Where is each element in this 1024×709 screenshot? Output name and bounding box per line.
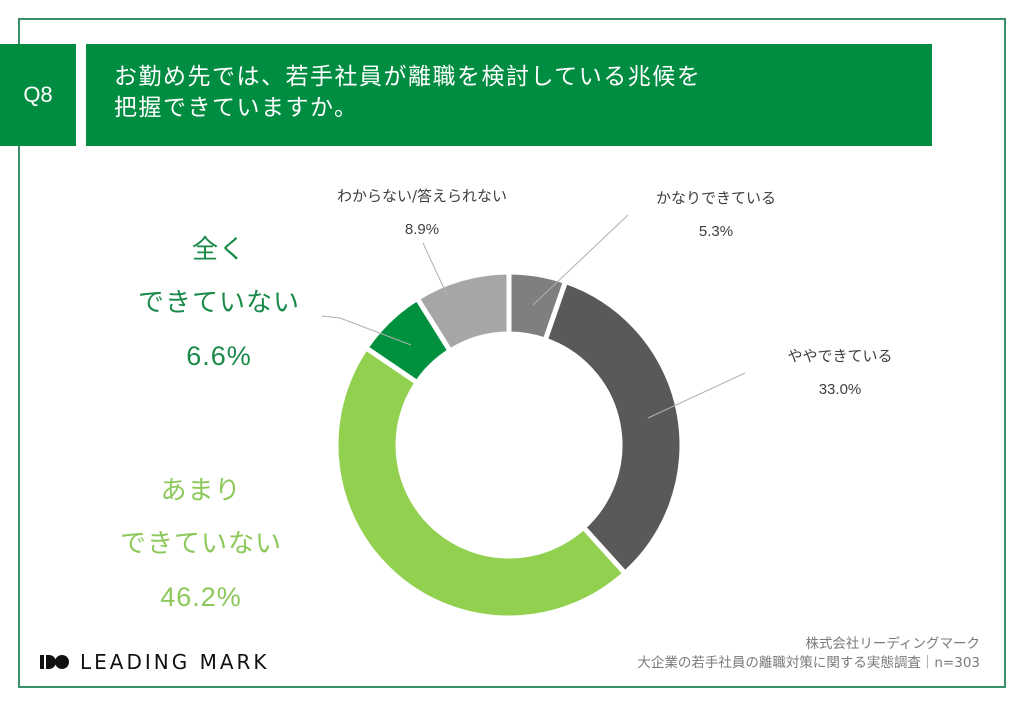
source-company: 株式会社リーディングマーク — [805, 636, 980, 652]
company-logo: LEADING MARK — [40, 650, 270, 674]
leader-line-somewhat-able — [647, 372, 746, 419]
label-not-at-all-line2: できていない — [137, 288, 300, 318]
label-not-at-all: 全く できていない 6.6% — [110, 224, 328, 383]
question-number: Q8 — [23, 82, 53, 107]
leader-line-dont-know — [422, 242, 448, 296]
logo-mark-icon — [40, 654, 70, 670]
donut-slices — [333, 269, 685, 621]
question-title-box: お勤め先では、若手社員が離職を検討している兆候を 把握できていますか。 — [86, 44, 932, 146]
label-quite-able: かなりできている 5.3% — [628, 182, 804, 248]
label-dont-know-pct: 8.9% — [404, 221, 440, 238]
logo-text: LEADING MARK — [80, 650, 270, 674]
label-not-very-able-pct: 46.2% — [160, 582, 242, 612]
label-not-at-all-pct: 6.6% — [186, 341, 252, 371]
source-note: 株式会社リーディングマーク 大企業の若手社員の離職対策に関する実態調査｜n=30… — [637, 635, 980, 673]
label-somewhat-able-pct: 33.0% — [818, 381, 862, 398]
donut-slice-not-very-able — [333, 344, 629, 621]
label-quite-able-text: かなりできている — [655, 189, 776, 207]
label-not-very-able-line1: あまり — [160, 476, 242, 506]
donut-slice-dont-know — [413, 269, 512, 355]
label-not-very-able: あまり できていない 46.2% — [92, 465, 310, 624]
question-title-line1: お勤め先では、若手社員が離職を検討している兆候を — [114, 64, 702, 90]
label-somewhat-able: ややできている 33.0% — [754, 340, 926, 406]
label-quite-able-pct: 5.3% — [698, 223, 734, 240]
leader-line-not-at-all — [321, 315, 412, 346]
source-survey: 大企業の若手社員の離職対策に関する実態調査｜n=303 — [637, 655, 980, 671]
label-dont-know: わからない/答えられない 8.9% — [302, 180, 542, 246]
leader-line-quite-able — [532, 214, 629, 306]
leader-lines — [321, 214, 746, 419]
label-dont-know-text: わからない/答えられない — [336, 187, 508, 205]
question-title-line2: 把握できていますか。 — [114, 95, 359, 121]
slide-frame — [18, 18, 1006, 688]
label-not-very-able-line2: できていない — [119, 529, 282, 559]
donut-slice-somewhat-able — [542, 278, 685, 577]
label-not-at-all-line1: 全く — [191, 235, 246, 265]
label-somewhat-able-text: ややできている — [787, 347, 893, 365]
question-number-badge: Q8 — [0, 44, 76, 146]
